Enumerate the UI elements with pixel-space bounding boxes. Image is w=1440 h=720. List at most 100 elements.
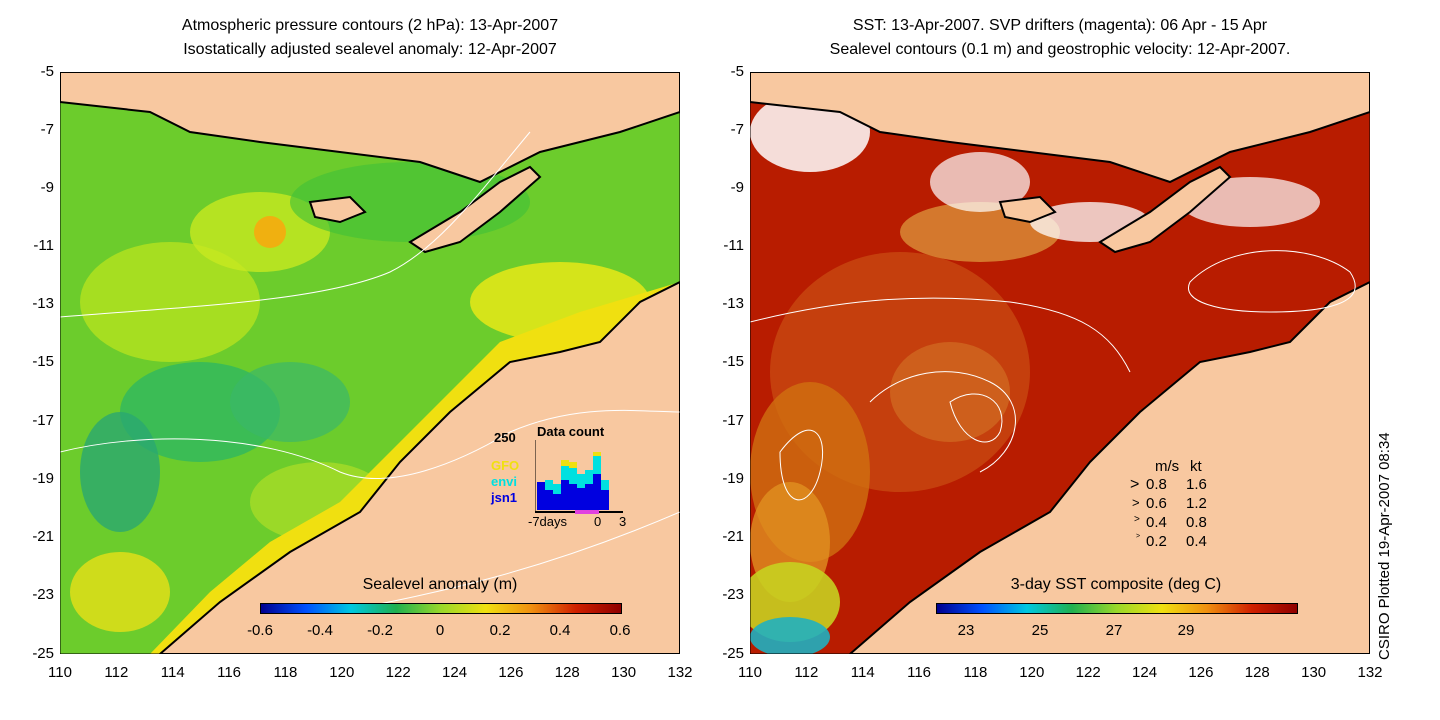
left-title-line2: Isostatically adjusted sealevel anomaly:… — [183, 41, 557, 58]
left-xtick: 116 — [217, 664, 242, 681]
timor-island — [408, 165, 542, 254]
left-ytick: -9 — [40, 179, 54, 196]
right-xtick: 110 — [738, 664, 762, 681]
sla-blob — [254, 216, 286, 248]
sealevel-contour — [1187, 250, 1356, 313]
velocity-arrow-icon: > — [1134, 514, 1140, 525]
right-ytick: -21 — [722, 528, 744, 545]
right-xtick: 116 — [907, 664, 932, 681]
credit-text: CSIRO Plotted 19-Apr-2007 08:34 — [1376, 432, 1393, 660]
right-ytick: -7 — [730, 121, 744, 138]
pressure-contour — [60, 409, 680, 479]
timor-island — [1098, 165, 1232, 254]
right-xtick: 118 — [963, 664, 988, 681]
left-colorbar-tick: 0 — [435, 622, 445, 639]
velocity-kt-value: 1.2 — [1186, 495, 1207, 512]
right-colorbar-tick: 23 — [957, 622, 975, 639]
data-count-title: Data count — [537, 424, 605, 439]
right-ytick: -19 — [722, 470, 744, 487]
right-ytick: -17 — [722, 412, 744, 429]
left-map — [60, 72, 680, 654]
right-xtick: 132 — [1357, 664, 1383, 681]
right-map — [750, 72, 1370, 654]
velocity-arrow-icon: > — [1130, 476, 1140, 493]
sst-blob — [750, 617, 830, 654]
left-xtick: 128 — [554, 664, 580, 681]
velocity-header-kt: kt — [1190, 458, 1202, 475]
velocity-arrow-icon: > — [1132, 495, 1140, 510]
left-ytick: -7 — [40, 121, 54, 138]
velocity-ms-value: 0.8 — [1146, 476, 1167, 493]
left-colorbar-tick: 0.2 — [489, 622, 511, 639]
sealevel-contour — [869, 371, 1016, 473]
right-colorbar-label: 3-day SST composite (deg C) — [1010, 576, 1222, 593]
velocity-header-ms: m/s — [1155, 458, 1180, 475]
sla-blob — [80, 242, 260, 362]
left-xtick: 124 — [442, 664, 468, 681]
data-count-xlabel-start: -7days — [528, 514, 568, 529]
left-xtick: 130 — [611, 664, 637, 681]
left-colorbar-tick: 0.6 — [609, 622, 631, 639]
sst-blob — [890, 342, 1010, 442]
sla-blob — [80, 412, 160, 532]
left-colorbar-tick: 0.4 — [549, 622, 571, 639]
velocity-arrow-icon: > — [1136, 533, 1141, 540]
australia-land — [848, 280, 1370, 654]
left-ytick: -13 — [32, 295, 54, 312]
left-colorbar-label: Sealevel anomaly (m) — [362, 576, 518, 593]
right-colorbar — [936, 603, 1298, 614]
bar-stack — [537, 452, 609, 510]
left-colorbar-tick: -0.2 — [367, 622, 393, 639]
left-xtick: 132 — [667, 664, 693, 681]
right-xtick: 124 — [1132, 664, 1158, 681]
left-ytick: -15 — [32, 353, 54, 370]
indonesia-islands — [60, 72, 680, 184]
velocity-kt-value: 0.4 — [1186, 533, 1207, 550]
right-ytick: -13 — [722, 295, 744, 312]
data-count-bars — [535, 440, 623, 514]
indonesia-islands — [750, 72, 1370, 184]
left-xtick: 110 — [48, 664, 72, 681]
left-xtick: 114 — [160, 664, 185, 681]
left-ytick: -5 — [40, 63, 54, 80]
left-ytick: -23 — [32, 586, 54, 603]
right-xtick: 126 — [1188, 664, 1214, 681]
sla-blob — [230, 362, 350, 442]
left-ytick: -21 — [32, 528, 54, 545]
left-xtick: 118 — [273, 664, 298, 681]
right-ytick: -15 — [722, 353, 744, 370]
velocity-ms-value: 0.4 — [1146, 514, 1167, 531]
left-xtick: 112 — [104, 664, 129, 681]
right-ytick: -9 — [730, 179, 744, 196]
right-title-line1: SST: 13-Apr-2007. SVP drifters (magenta)… — [852, 17, 1268, 34]
right-ytick: -5 — [730, 63, 744, 80]
right-xtick: 112 — [794, 664, 819, 681]
sealevel-contour — [949, 393, 1003, 443]
right-colorbar-tick: 29 — [1177, 622, 1195, 639]
right-ytick: -25 — [722, 645, 744, 662]
right-xtick: 114 — [850, 664, 875, 681]
velocity-ms-value: 0.2 — [1146, 533, 1167, 550]
sealevel-contour — [779, 429, 824, 501]
right-xtick: 130 — [1301, 664, 1327, 681]
pressure-contour — [60, 131, 531, 318]
right-xtick: 128 — [1244, 664, 1270, 681]
right-xtick: 120 — [1019, 664, 1045, 681]
legend-envi: envi — [491, 474, 518, 489]
right-colorbar-tick: 25 — [1031, 622, 1049, 639]
left-xtick: 126 — [498, 664, 524, 681]
right-ytick: -23 — [722, 586, 744, 603]
data-count-max: 250 — [494, 430, 516, 445]
left-ytick: -11 — [33, 237, 54, 254]
left-xtick: 122 — [385, 664, 411, 681]
legend-gfo: GFO — [491, 458, 520, 473]
cloud-gap — [930, 152, 1030, 212]
left-colorbar-tick: -0.4 — [307, 622, 333, 639]
velocity-kt-value: 0.8 — [1186, 514, 1207, 531]
sealevel-contour — [750, 297, 1131, 373]
data-count-xlabel-zero: 0 — [594, 514, 602, 529]
data-count-xlabel-end: 3 — [619, 514, 627, 529]
left-title-line1: Atmospheric pressure contours (2 hPa): 1… — [181, 17, 559, 34]
right-title-line2: Sealevel contours (0.1 m) and geostrophi… — [829, 41, 1291, 58]
left-ytick: -17 — [32, 412, 54, 429]
